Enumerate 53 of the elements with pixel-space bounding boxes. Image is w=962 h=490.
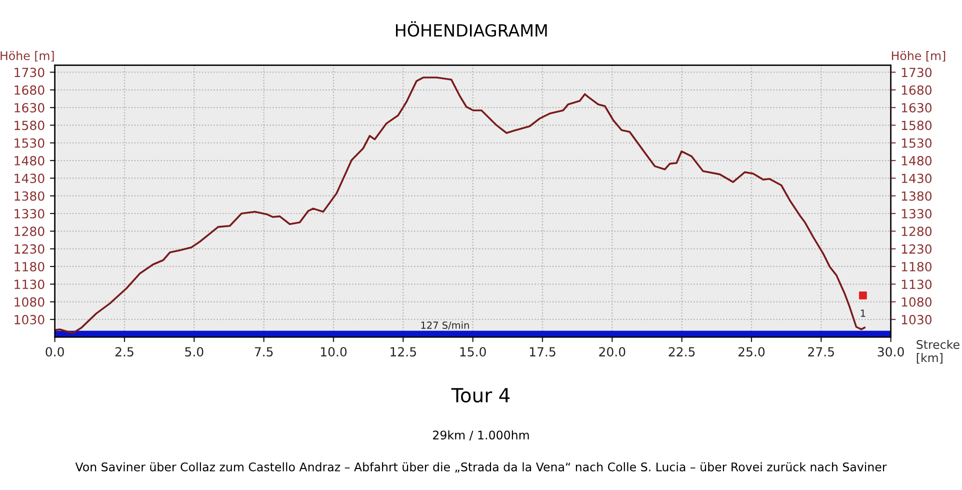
x-tick-label: 27.5 — [808, 347, 834, 357]
y2-tick-label: 1530 — [902, 138, 932, 148]
y-tick-label: 1230 — [14, 244, 44, 254]
x-tick-label: 17.5 — [530, 347, 556, 357]
x-tick-label: 5.0 — [185, 347, 204, 357]
x-tick-label: 12.5 — [390, 347, 416, 357]
annotation: 127 S/min — [421, 321, 469, 330]
y-tick-label: 1630 — [14, 103, 44, 112]
x-tick-label: 25.0 — [738, 347, 765, 357]
y2-tick-label: 1030 — [902, 314, 932, 324]
y-tick-label: 1680 — [14, 85, 44, 95]
y2-tick-label: 1130 — [902, 280, 932, 290]
y-tick-label: 1480 — [14, 156, 44, 166]
text: 29km / 1.000hm — [433, 430, 529, 440]
x-tick-label: 7.5 — [254, 347, 273, 357]
y-tick-label: 1030 — [14, 314, 44, 324]
x-tick-label: 0.0 — [46, 347, 64, 357]
y2-tick-label: 1180 — [902, 262, 932, 272]
y-tick-label: 1530 — [14, 138, 44, 148]
x-axis-title: Strecke [km] — [916, 340, 960, 364]
y2-tick-label: 1080 — [902, 297, 932, 307]
x-tick-label: 20.0 — [599, 347, 626, 357]
y-axis-title: Höhe [m] — [0, 51, 54, 62]
y-tick-label: 1730 — [14, 68, 44, 78]
y2-axis-title: Höhe [m] — [892, 51, 946, 62]
text: Tour 4 — [451, 388, 510, 403]
y2-tick-label: 1380 — [902, 191, 932, 201]
y-tick-label: 1080 — [14, 297, 44, 307]
y2-tick-label: 1580 — [902, 120, 932, 130]
x-tick-label: 30.0 — [878, 347, 904, 357]
y2-tick-label: 1680 — [902, 85, 932, 95]
y2-tick-label: 1480 — [902, 156, 932, 166]
y-tick-label: 1380 — [14, 191, 44, 201]
text: Von Saviner über Collaz zum Castello Andraz – Abfahrt über die „Strada da la Vena“ nach Colle S. Lucia – über Rovei zurück nach Saviner — [75, 462, 887, 473]
y2-tick-label: 1280 — [902, 226, 932, 236]
y-tick-label: 1580 — [14, 120, 44, 130]
annotation: 1 — [860, 310, 866, 317]
x-tick-label: 15.0 — [460, 347, 486, 357]
chart-title: HÖHENDIAGRAMM — [396, 21, 547, 37]
x-tick-label: 22.5 — [668, 347, 695, 357]
line-series — [54, 76, 866, 334]
y2-tick-label: 1430 — [902, 174, 932, 184]
y-tick-label: 1330 — [14, 208, 44, 218]
y-tick-label: 1280 — [14, 226, 44, 236]
y-tick-label: 1130 — [14, 280, 44, 290]
y2-tick-label: 1330 — [902, 208, 932, 218]
y-tick-label: 1430 — [14, 174, 44, 184]
x-tick-label: 2.5 — [115, 347, 134, 357]
y2-tick-label: 1730 — [902, 68, 932, 78]
y-tick-label: 1180 — [14, 262, 44, 272]
x-tick-label: 10.0 — [320, 347, 347, 357]
y2-tick-label: 1630 — [902, 103, 932, 112]
y2-tick-label: 1230 — [902, 244, 932, 254]
